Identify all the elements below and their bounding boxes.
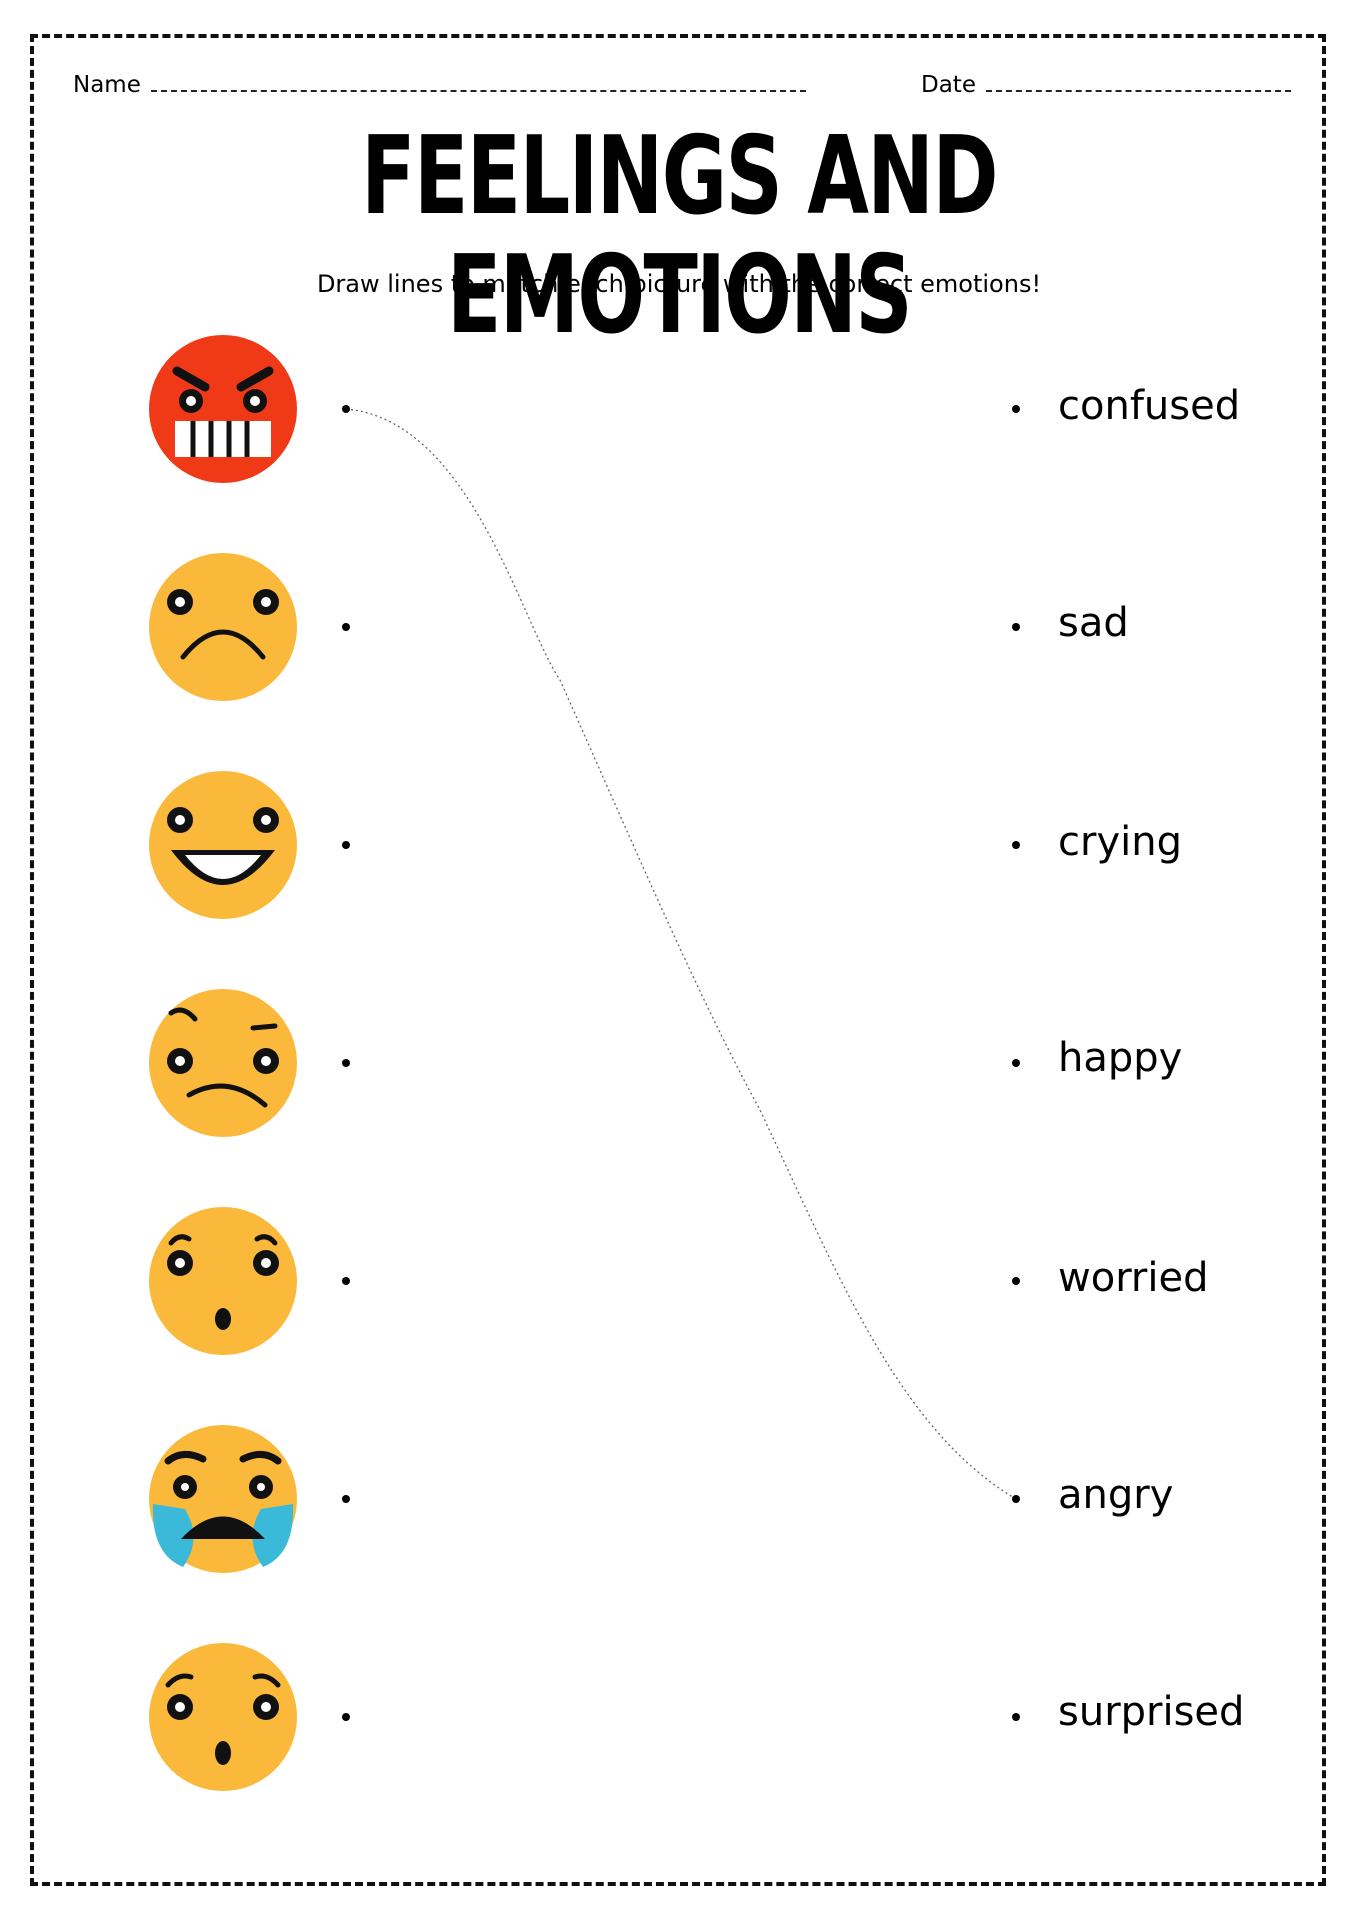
worksheet-title: FEELINGS AND EMOTIONS bbox=[361, 114, 998, 358]
emotion-word: happy bbox=[1058, 1035, 1183, 1081]
emotion-word: sad bbox=[1058, 600, 1129, 646]
date-blank-line[interactable] bbox=[985, 72, 1291, 92]
emotion-dot[interactable] bbox=[1012, 841, 1020, 849]
emotion-dot[interactable] bbox=[1012, 1059, 1020, 1067]
picture-dot[interactable] bbox=[342, 623, 350, 631]
emotion-dot[interactable] bbox=[1012, 1277, 1020, 1285]
name-blank-line[interactable] bbox=[150, 72, 806, 92]
date-field[interactable]: Date bbox=[921, 72, 1291, 98]
date-label: Date bbox=[921, 72, 976, 98]
picture-dot[interactable] bbox=[342, 1713, 350, 1721]
crying-face-icon bbox=[149, 1425, 297, 1573]
emotion-word: surprised bbox=[1058, 1689, 1245, 1735]
picture-dot[interactable] bbox=[342, 405, 350, 413]
picture-dot[interactable] bbox=[342, 1495, 350, 1503]
emotion-word: crying bbox=[1058, 819, 1182, 865]
emotion-word: worried bbox=[1058, 1255, 1209, 1301]
emotion-word: confused bbox=[1058, 383, 1241, 429]
picture-dot[interactable] bbox=[342, 1059, 350, 1067]
confused-face-icon bbox=[149, 989, 297, 1137]
name-field[interactable]: Name bbox=[73, 72, 806, 98]
angry-face-icon bbox=[149, 335, 297, 483]
emotion-dot[interactable] bbox=[1012, 405, 1020, 413]
happy-face-icon bbox=[149, 771, 297, 919]
instructions: Draw lines to match each picture with th… bbox=[316, 270, 1042, 298]
worksheet-border bbox=[30, 34, 1326, 1886]
emotion-word: angry bbox=[1058, 1472, 1174, 1518]
emotion-dot[interactable] bbox=[1012, 1713, 1020, 1721]
sad-face-icon bbox=[149, 553, 297, 701]
worried-face-icon bbox=[149, 1643, 297, 1791]
picture-dot[interactable] bbox=[342, 1277, 350, 1285]
emotion-dot[interactable] bbox=[1012, 1495, 1020, 1503]
picture-dot[interactable] bbox=[342, 841, 350, 849]
surprised-face-icon bbox=[149, 1207, 297, 1355]
emotion-dot[interactable] bbox=[1012, 623, 1020, 631]
name-label: Name bbox=[73, 72, 141, 98]
